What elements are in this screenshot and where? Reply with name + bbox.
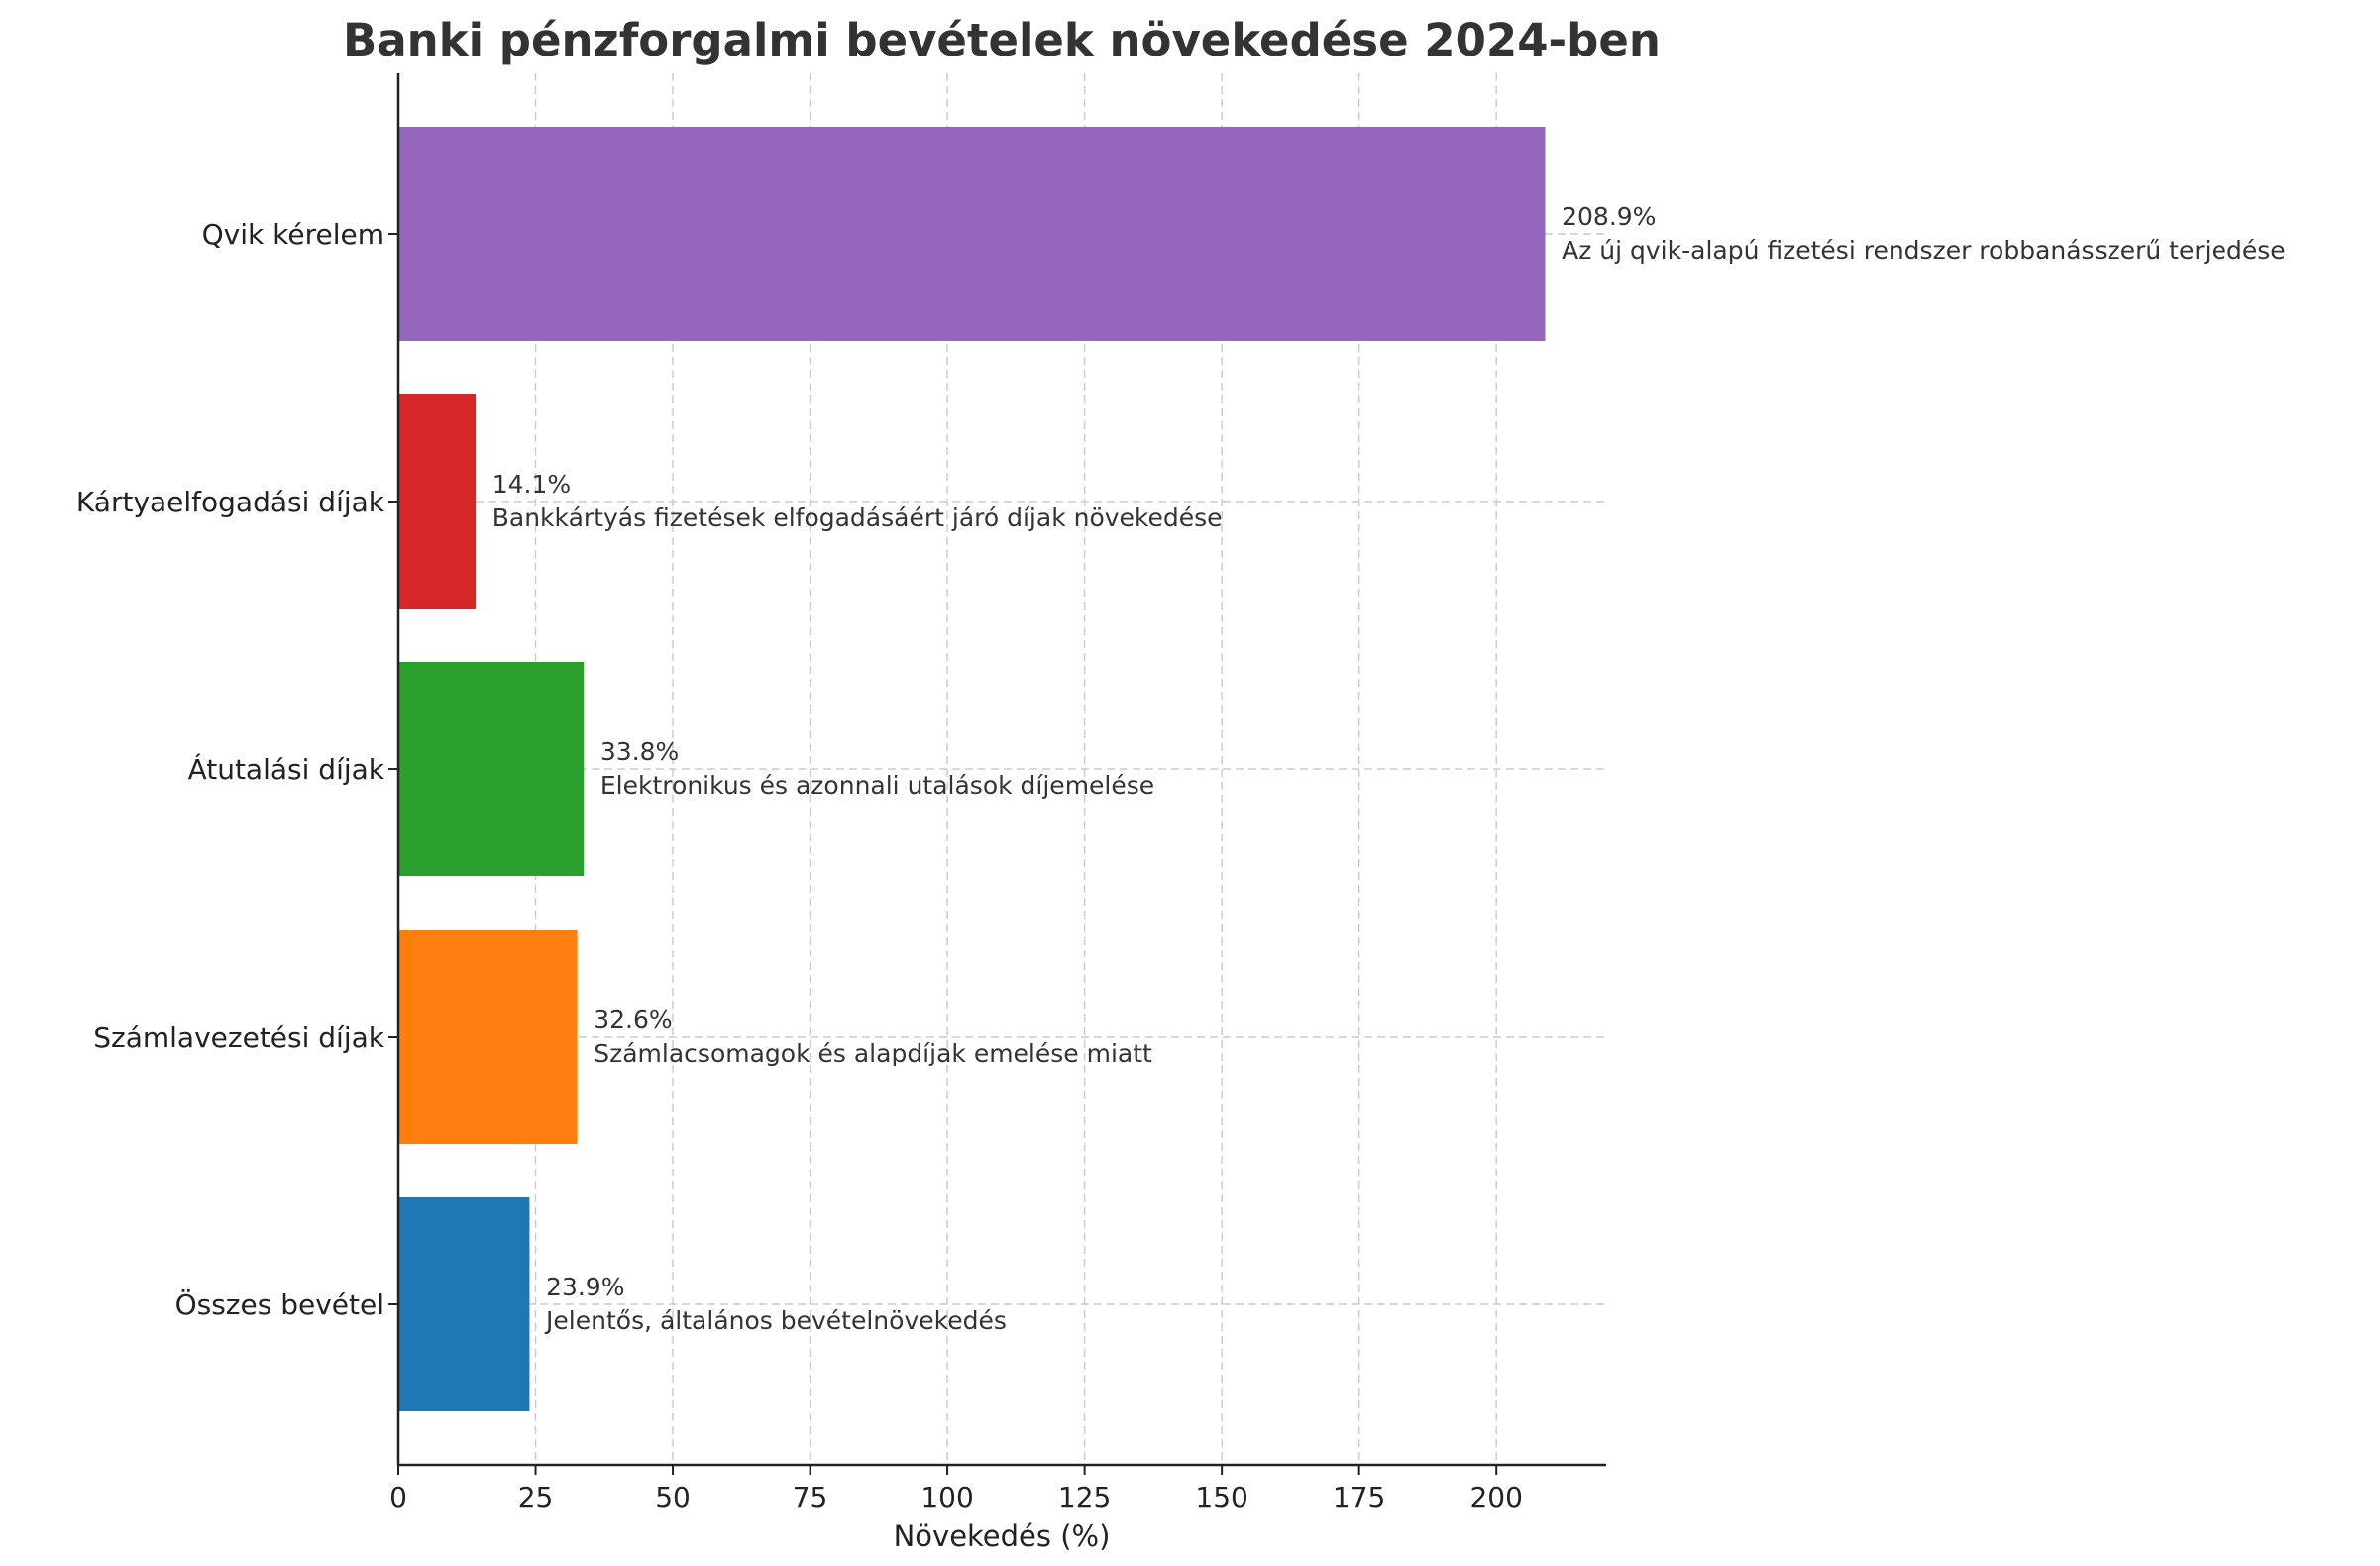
- bar: [398, 1197, 530, 1411]
- x-tick-label: 25: [518, 1481, 554, 1513]
- chart-title: Banki pénzforgalmi bevételek növekedése …: [343, 14, 1661, 66]
- x-tick-label: 200: [1469, 1481, 1522, 1513]
- x-tick-label: 100: [920, 1481, 973, 1513]
- annotation-label: Számlacsomagok és alapdíjak emelése miat…: [594, 1039, 1152, 1067]
- annotation-label: Elektronikus és azonnali utalások díjeme…: [600, 771, 1154, 800]
- x-tick-label: 50: [655, 1481, 691, 1513]
- x-tick-label: 75: [793, 1481, 828, 1513]
- y-tick-label: Qvik kérelem: [202, 218, 384, 251]
- annotation-label: Jelentős, általános bevételnövekedés: [544, 1306, 1007, 1335]
- y-tick-label: Átutalási díjak: [188, 752, 385, 786]
- value-label: 33.8%: [600, 737, 679, 766]
- value-label: 14.1%: [492, 470, 571, 499]
- y-tick-label: Összes bevétel: [175, 1287, 384, 1321]
- bar: [398, 127, 1546, 341]
- annotation-label: Bankkártyás fizetések elfogadásáért járó…: [492, 503, 1223, 532]
- x-axis-label: Növekedés (%): [894, 1519, 1111, 1553]
- x-tick-label: 175: [1333, 1481, 1385, 1513]
- bar: [398, 662, 585, 876]
- y-tick-label: Kártyaelfogadási díjak: [76, 486, 385, 518]
- value-label: 32.6%: [594, 1005, 672, 1034]
- bars: [398, 127, 1546, 1411]
- annotation-label: Az új qvik-alapú fizetési rendszer robba…: [1562, 236, 2286, 265]
- value-label: 23.9%: [546, 1273, 624, 1301]
- bar: [398, 930, 578, 1144]
- y-tick-label: Számlavezetési díjak: [93, 1021, 385, 1054]
- labels: 23.9% Jelentős, általános bevételnövekedé…: [492, 202, 2286, 1335]
- bar: [398, 394, 477, 609]
- x-tick-label: 125: [1058, 1481, 1111, 1513]
- value-label: 208.9%: [1562, 202, 1656, 231]
- x-tick-label: 0: [389, 1481, 407, 1513]
- x-tick-label: 150: [1195, 1481, 1247, 1513]
